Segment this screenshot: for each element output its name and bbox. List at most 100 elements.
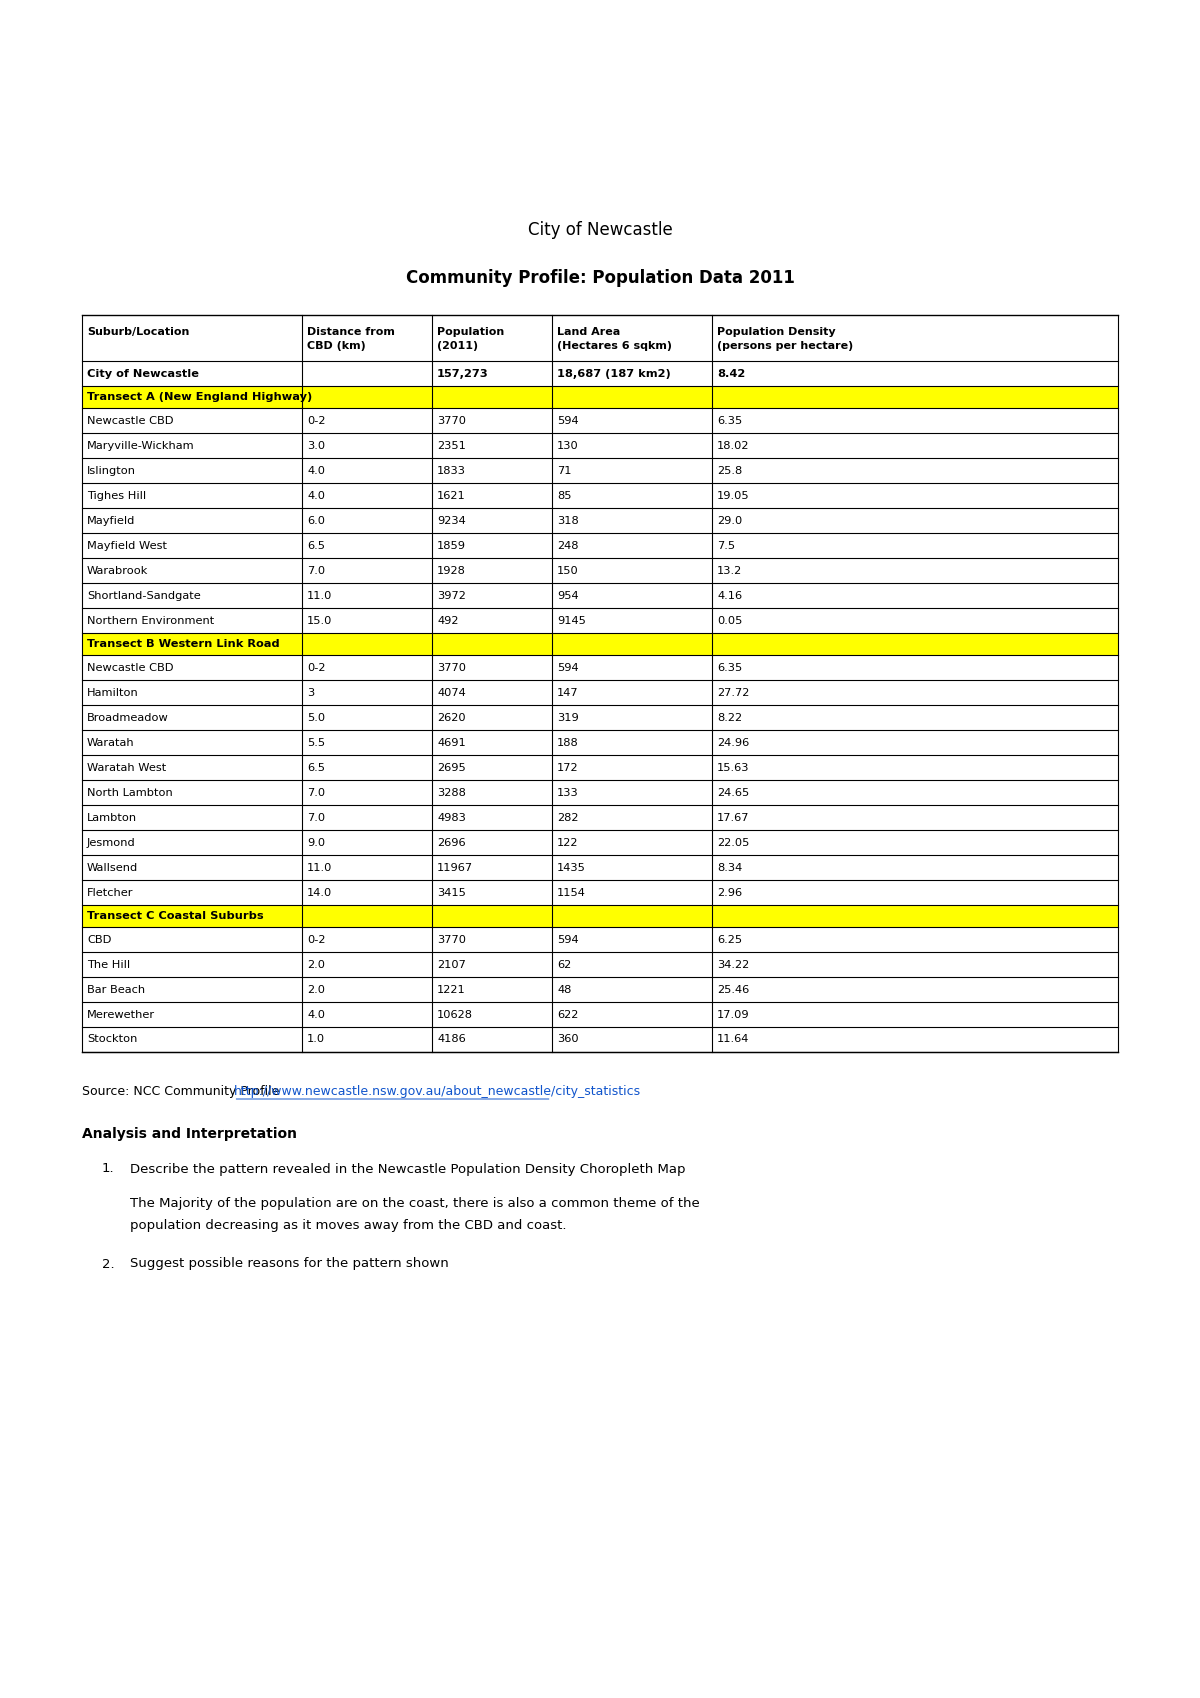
Text: 0-2: 0-2 — [307, 934, 325, 944]
Text: 147: 147 — [557, 688, 578, 698]
Bar — [82, 362, 1118, 385]
Text: 1154: 1154 — [557, 888, 586, 898]
Text: 4691: 4691 — [437, 737, 466, 747]
Text: 11.0: 11.0 — [307, 591, 332, 601]
Text: Transect B Western Link Road: Transect B Western Link Road — [88, 638, 280, 649]
Text: 3: 3 — [307, 688, 314, 698]
Text: 2.96: 2.96 — [718, 888, 742, 898]
Text: 4.0: 4.0 — [307, 1010, 325, 1019]
Text: 1833: 1833 — [437, 465, 466, 475]
Bar — [82, 905, 1118, 927]
Text: Islington: Islington — [88, 465, 136, 475]
Text: 1859: 1859 — [437, 540, 466, 550]
Text: 1621: 1621 — [437, 491, 466, 501]
Text: 6.35: 6.35 — [718, 662, 743, 672]
Text: 594: 594 — [557, 662, 578, 672]
Bar — [82, 385, 1118, 408]
Text: 9.0: 9.0 — [307, 837, 325, 847]
Text: 15.63: 15.63 — [718, 762, 750, 773]
Text: Shortland-Sandgate: Shortland-Sandgate — [88, 591, 200, 601]
Text: 0-2: 0-2 — [307, 416, 325, 426]
Text: 8.42: 8.42 — [718, 368, 745, 379]
Text: 2695: 2695 — [437, 762, 466, 773]
Text: Maryville-Wickham: Maryville-Wickham — [88, 440, 194, 450]
Text: 6.35: 6.35 — [718, 416, 743, 426]
Text: Newcastle CBD: Newcastle CBD — [88, 416, 174, 426]
Text: Population: Population — [437, 328, 504, 336]
Text: (Hectares 6 sqkm): (Hectares 6 sqkm) — [557, 341, 672, 351]
Text: 7.0: 7.0 — [307, 565, 325, 576]
Text: City of Newcastle: City of Newcastle — [88, 368, 199, 379]
Text: 8.22: 8.22 — [718, 713, 742, 723]
Text: 3972: 3972 — [437, 591, 466, 601]
Text: Bar Beach: Bar Beach — [88, 985, 145, 995]
Text: 48: 48 — [557, 985, 571, 995]
Text: Analysis and Interpretation: Analysis and Interpretation — [82, 1127, 298, 1141]
Text: Lambton: Lambton — [88, 813, 137, 822]
Text: 122: 122 — [557, 837, 578, 847]
Text: 9234: 9234 — [437, 516, 466, 525]
Text: The Hill: The Hill — [88, 959, 130, 970]
Text: 954: 954 — [557, 591, 578, 601]
Text: 24.96: 24.96 — [718, 737, 749, 747]
Text: 2107: 2107 — [437, 959, 466, 970]
Text: 29.0: 29.0 — [718, 516, 743, 525]
Text: 6.0: 6.0 — [307, 516, 325, 525]
Text: (persons per hectare): (persons per hectare) — [718, 341, 853, 351]
Text: Population Density: Population Density — [718, 328, 835, 336]
Text: 25.46: 25.46 — [718, 985, 749, 995]
Text: 13.2: 13.2 — [718, 565, 743, 576]
Text: Land Area: Land Area — [557, 328, 620, 336]
Text: Suggest possible reasons for the pattern shown: Suggest possible reasons for the pattern… — [130, 1258, 449, 1270]
Text: http://www.newcastle.nsw.gov.au/about_newcastle/city_statistics: http://www.newcastle.nsw.gov.au/about_ne… — [234, 1085, 641, 1099]
Text: 14.0: 14.0 — [307, 888, 332, 898]
Text: population decreasing as it moves away from the CBD and coast.: population decreasing as it moves away f… — [130, 1219, 566, 1233]
Text: 7.0: 7.0 — [307, 788, 325, 798]
Text: Community Profile: Population Data 2011: Community Profile: Population Data 2011 — [406, 268, 794, 287]
Text: 25.8: 25.8 — [718, 465, 743, 475]
Text: 4.0: 4.0 — [307, 491, 325, 501]
Text: 282: 282 — [557, 813, 578, 822]
Text: 2351: 2351 — [437, 440, 466, 450]
Text: Stockton: Stockton — [88, 1034, 137, 1044]
Text: 27.72: 27.72 — [718, 688, 749, 698]
Text: Merewether: Merewether — [88, 1010, 155, 1019]
Text: Wallsend: Wallsend — [88, 863, 138, 873]
Text: 2620: 2620 — [437, 713, 466, 723]
Text: Hamilton: Hamilton — [88, 688, 139, 698]
Text: 0.05: 0.05 — [718, 615, 743, 625]
Text: Waratah West: Waratah West — [88, 762, 167, 773]
Text: City of Newcastle: City of Newcastle — [528, 221, 672, 239]
Text: 3415: 3415 — [437, 888, 466, 898]
Text: 71: 71 — [557, 465, 571, 475]
Text: Transect C Coastal Suburbs: Transect C Coastal Suburbs — [88, 912, 264, 920]
Text: Transect A (New England Highway): Transect A (New England Highway) — [88, 392, 312, 402]
Text: 15.0: 15.0 — [307, 615, 332, 625]
Text: CBD: CBD — [88, 934, 112, 944]
Text: Newcastle CBD: Newcastle CBD — [88, 662, 174, 672]
Text: CBD (km): CBD (km) — [307, 341, 366, 351]
Text: North Lambton: North Lambton — [88, 788, 173, 798]
Text: 188: 188 — [557, 737, 578, 747]
Text: 3770: 3770 — [437, 662, 466, 672]
Text: 3770: 3770 — [437, 934, 466, 944]
Text: 7.5: 7.5 — [718, 540, 736, 550]
Text: 3770: 3770 — [437, 416, 466, 426]
Text: Fletcher: Fletcher — [88, 888, 133, 898]
Text: 19.05: 19.05 — [718, 491, 750, 501]
Text: 248: 248 — [557, 540, 578, 550]
Text: 4.0: 4.0 — [307, 465, 325, 475]
Text: 9145: 9145 — [557, 615, 586, 625]
Text: 11967: 11967 — [437, 863, 473, 873]
Text: 318: 318 — [557, 516, 578, 525]
Text: 130: 130 — [557, 440, 578, 450]
Text: 34.22: 34.22 — [718, 959, 749, 970]
Text: 5.5: 5.5 — [307, 737, 325, 747]
Text: 17.67: 17.67 — [718, 813, 750, 822]
Text: 6.5: 6.5 — [307, 762, 325, 773]
Text: 62: 62 — [557, 959, 571, 970]
Text: 1928: 1928 — [437, 565, 466, 576]
Text: 5.0: 5.0 — [307, 713, 325, 723]
Text: 319: 319 — [557, 713, 578, 723]
Text: 11.64: 11.64 — [718, 1034, 749, 1044]
